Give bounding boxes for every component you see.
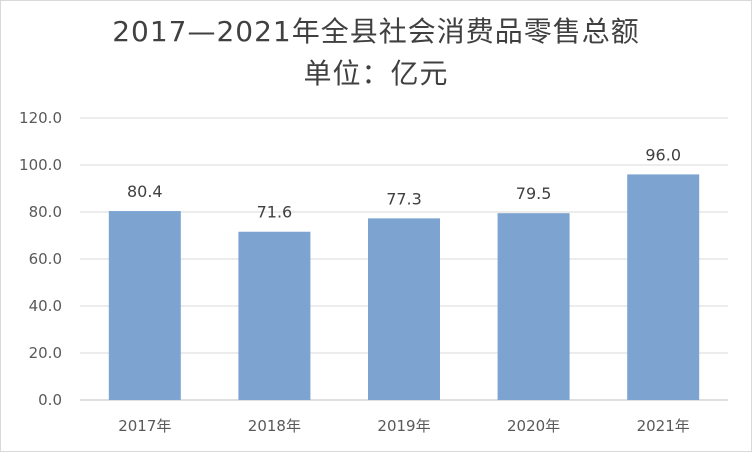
data-label: 77.3 — [386, 189, 422, 208]
data-label: 71.6 — [257, 203, 293, 222]
data-label: 80.4 — [127, 182, 163, 201]
chart-title: 2017—2021年全县社会消费品零售总额 — [112, 15, 640, 48]
x-tick-label: 2021年 — [637, 417, 690, 435]
y-tick-label: 60.0 — [29, 250, 62, 268]
x-tick-label: 2020年 — [507, 417, 560, 435]
bar — [497, 213, 570, 400]
bar — [368, 218, 440, 400]
data-label: 79.5 — [516, 184, 552, 203]
x-tick-label: 2018年 — [248, 417, 301, 435]
bar — [238, 231, 311, 400]
y-tick-label: 40.0 — [29, 297, 62, 315]
y-tick-label: 120.0 — [19, 109, 62, 127]
y-tick-label: 0.0 — [38, 391, 62, 409]
chart-subtitle: 单位：亿元 — [303, 57, 449, 90]
bar — [627, 174, 700, 400]
x-tick-label: 2019年 — [377, 417, 430, 435]
data-label: 96.0 — [645, 145, 681, 164]
y-tick-label: 80.0 — [29, 203, 62, 221]
y-tick-label: 20.0 — [29, 344, 62, 362]
bar — [108, 211, 181, 400]
y-tick-label: 100.0 — [19, 156, 62, 174]
x-tick-label: 2017年 — [118, 417, 171, 435]
